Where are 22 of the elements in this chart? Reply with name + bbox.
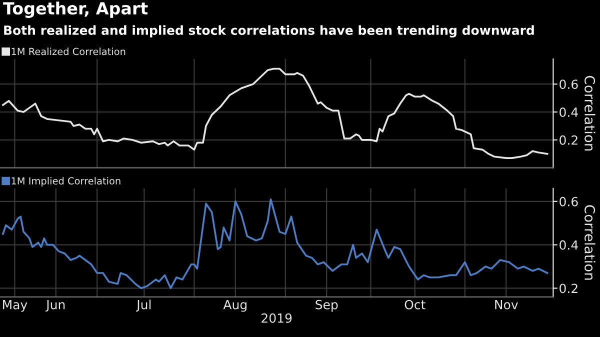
line-series	[2, 198, 548, 290]
y-axis-title: Correlation	[584, 76, 596, 151]
x-tick-label: Nov	[495, 300, 518, 310]
y-tick-label: 0.2	[560, 135, 578, 145]
y-tick-label: 0.4	[560, 240, 578, 250]
x-tick-label: Oct	[404, 300, 426, 310]
x-tick-label: May	[3, 300, 28, 312]
chart-subtitle: Both realized and implied stock correlations have been trending downward	[4, 25, 534, 38]
x-tick-label: Aug	[223, 300, 246, 312]
x-tick-label: Jun	[45, 300, 65, 312]
y-tick-label: 0.6	[560, 80, 578, 90]
legend-label: 1M Realized Correlation	[12, 48, 126, 56]
x-axis-title: 2019	[262, 313, 292, 323]
y-tick-label: 0.6	[560, 196, 578, 206]
y-axis-title: Correlation	[584, 205, 596, 280]
x-tick-label: Jul	[136, 300, 151, 312]
y-tick-label: 0.4	[560, 107, 578, 117]
x-tick-label: Sep	[316, 300, 338, 312]
legend-label: 1M Implied Correlation	[12, 177, 120, 186]
chart-title: Together, Apart	[3, 2, 148, 18]
line-series	[2, 68, 548, 159]
y-tick-label: 0.2	[560, 284, 578, 294]
